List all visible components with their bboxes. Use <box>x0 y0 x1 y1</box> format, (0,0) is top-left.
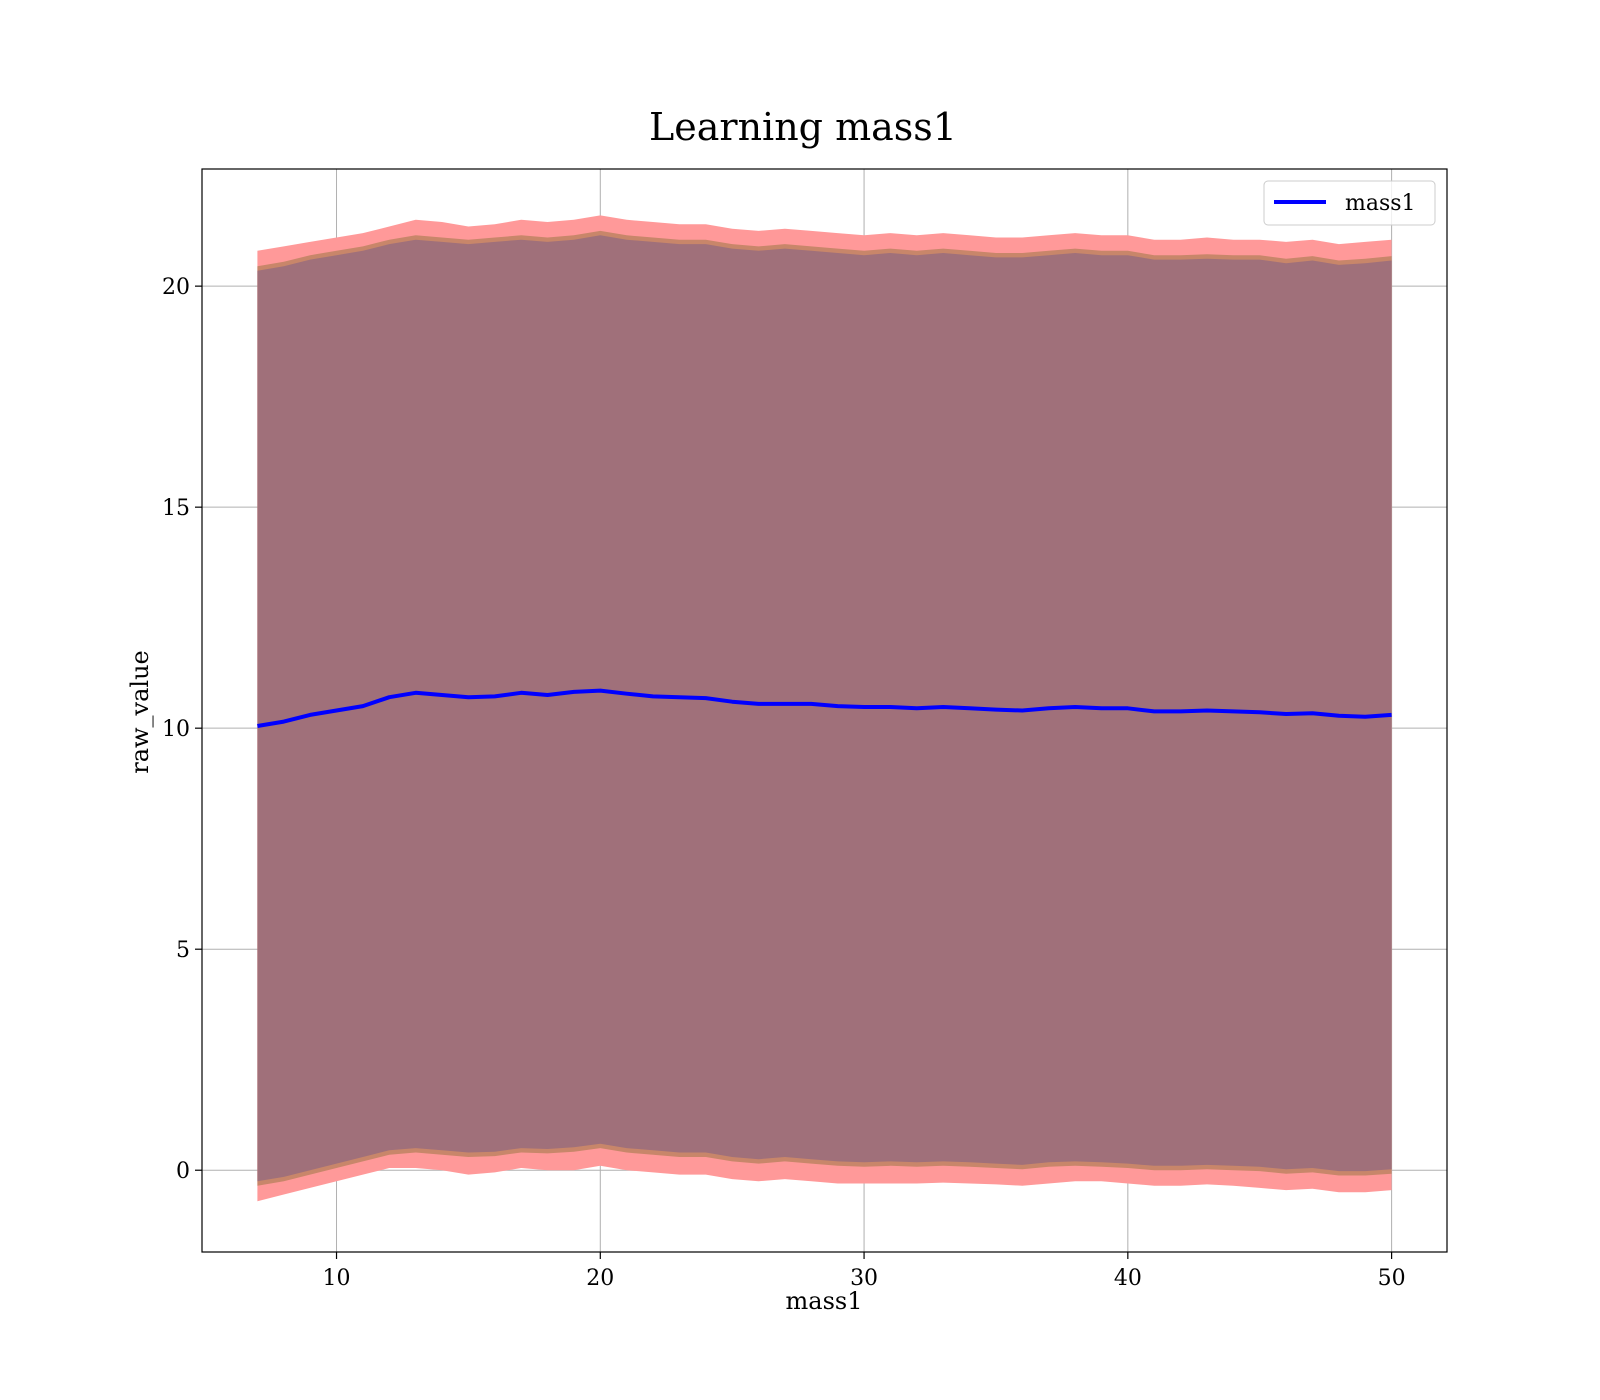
x-tick-label: 50 <box>1378 1266 1406 1291</box>
y-axis-label: raw_value <box>126 650 154 774</box>
x-tick-label: 30 <box>850 1266 878 1291</box>
x-tick-label: 20 <box>586 1266 614 1291</box>
x-tick-label: 10 <box>323 1266 351 1291</box>
plot-frame <box>201 168 1448 1253</box>
band-inner <box>257 235 1392 1182</box>
y-axis-ticks: 0 5 10 15 20 <box>162 275 202 1184</box>
legend-box <box>1263 180 1436 226</box>
x-tick-label: 40 <box>1114 1266 1142 1291</box>
y-tick-label: 0 <box>176 1159 190 1184</box>
y-tick-label: 5 <box>176 938 190 963</box>
x-axis-ticks: 10 20 30 40 50 <box>323 1252 1406 1291</box>
y-tick-label: 10 <box>162 717 190 742</box>
series-line-mass1 <box>257 688 1392 728</box>
series-lines <box>257 688 1392 728</box>
x-axis-label: mass1 <box>786 1287 863 1315</box>
legend-label-mass1: mass1 <box>1345 191 1416 216</box>
y-tick-label: 20 <box>162 275 190 300</box>
chart-title: Learning mass1 <box>649 105 957 149</box>
confidence-bands <box>257 215 1392 1202</box>
y-tick-label: 15 <box>162 496 190 521</box>
legend: mass1 <box>1263 180 1436 226</box>
